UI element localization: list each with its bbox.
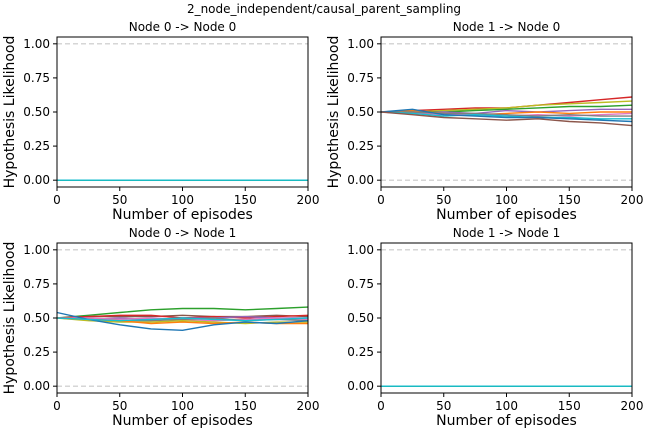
series-line — [380, 108, 633, 123]
x-tick-label: 150 — [234, 399, 257, 413]
y-tick-label: 0.00 — [23, 379, 50, 393]
x-tick-label: 100 — [495, 399, 518, 413]
x-tick-label: 50 — [436, 193, 451, 207]
y-axis-label: Hypothesis Likelihood — [2, 36, 18, 189]
subplot-node1-node1: 0 50 100 150 200 0.00 0.25 0.50 0.75 1.00 Node 1 -… — [347, 226, 643, 429]
y-tick-label: 0.25 — [347, 345, 374, 359]
y-tick-label: 0.75 — [347, 277, 374, 291]
y-tick-label: 1.00 — [347, 243, 374, 257]
series-line — [381, 111, 632, 117]
y-tick-label: 1.00 — [347, 37, 374, 51]
y-tick-label: 0.50 — [23, 311, 50, 325]
x-axis-label: Number of episodes — [112, 207, 253, 223]
x-tick-label: 50 — [436, 399, 451, 413]
subplot-title: Node 0 -> Node 1 — [129, 226, 237, 240]
y-axis-label: Hypothesis Likelihood — [2, 242, 18, 395]
y-tick-label: 0.25 — [347, 139, 374, 153]
y-tick-label: 0.75 — [347, 71, 374, 85]
series-line — [56, 306, 309, 319]
x-tick-label: 50 — [112, 399, 127, 413]
series-line — [380, 111, 633, 127]
x-tick-label: 200 — [621, 193, 644, 207]
y-tick-label: 0.75 — [23, 71, 50, 85]
series-line — [380, 111, 632, 120]
series-line — [56, 311, 309, 331]
x-tick-label: 200 — [621, 399, 644, 413]
y-tick-label: 1.00 — [23, 37, 50, 51]
x-tick-label: 0 — [377, 193, 385, 207]
y-tick-label: 0.50 — [347, 311, 374, 325]
x-tick-label: 150 — [558, 399, 581, 413]
y-tick-label: 0.00 — [23, 173, 50, 187]
x-tick-label: 50 — [112, 193, 127, 207]
y-axis-label: Hypothesis Likelihood — [326, 36, 342, 189]
subplot-title: Node 1 -> Node 0 — [453, 20, 561, 34]
x-tick-label: 0 — [53, 193, 61, 207]
x-tick-label: 0 — [377, 399, 385, 413]
x-axis-label: Number of episodes — [436, 207, 577, 223]
subplot-title: Node 0 -> Node 0 — [129, 20, 237, 34]
x-tick-label: 150 — [558, 193, 581, 207]
figure-title: 2_node_independent/causal_parent_samplin… — [187, 2, 461, 16]
y-tick-label: 0.50 — [347, 105, 374, 119]
x-tick-label: 200 — [297, 399, 320, 413]
series-line — [56, 317, 309, 322]
x-axis-label: Number of episodes — [436, 413, 577, 429]
subplot-title: Node 1 -> Node 1 — [453, 226, 561, 240]
y-tick-label: 0.00 — [347, 173, 374, 187]
y-tick-label: 0.25 — [23, 139, 50, 153]
x-tick-label: 100 — [495, 193, 518, 207]
x-tick-label: 100 — [171, 399, 194, 413]
subplot-node0-node1: 0 50 100 150 200 0.00 0.25 0.50 0.75 1.00 Node 0 -… — [2, 226, 319, 429]
x-tick-label: 200 — [297, 193, 320, 207]
x-tick-label: 150 — [234, 193, 257, 207]
y-tick-label: 0.25 — [23, 345, 50, 359]
subplot-node0-node0: 0 50 100 150 200 0.00 0.25 0.50 0.75 1.00 Node 0 -… — [2, 20, 319, 223]
subplot-node1-node0: 0 50 100 150 200 0.00 0.25 0.50 0.75 1.00 Node 1 -… — [326, 20, 643, 223]
x-axis-label: Number of episodes — [112, 413, 253, 429]
y-tick-label: 0.75 — [23, 277, 50, 291]
y-tick-label: 1.00 — [23, 243, 50, 257]
y-tick-label: 0.50 — [23, 105, 50, 119]
x-tick-label: 0 — [53, 399, 61, 413]
x-tick-label: 100 — [171, 193, 194, 207]
y-tick-label: 0.00 — [347, 379, 374, 393]
